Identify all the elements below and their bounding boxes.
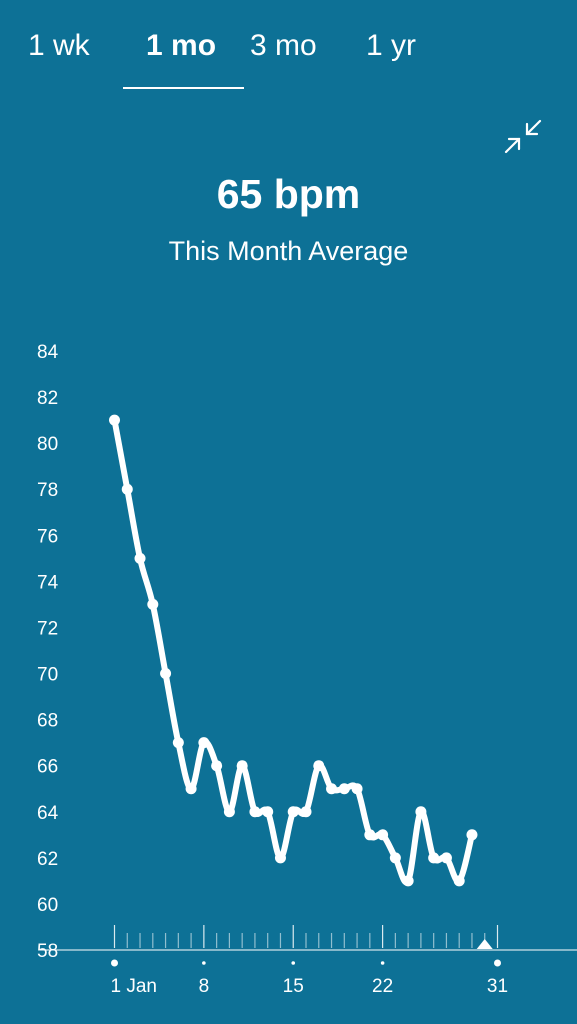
data-point[interactable]	[262, 806, 274, 818]
x-tick-label: 22	[372, 976, 393, 997]
data-point[interactable]	[109, 414, 120, 426]
period-tabs: 1 wk 1 mo 3 mo 1 yr	[0, 0, 577, 95]
x-tick-dot	[380, 961, 385, 965]
y-tick-label: 78	[37, 480, 58, 501]
x-tick-label: 8	[199, 976, 210, 997]
average-value: 65 bpm	[216, 171, 361, 217]
tab-1-week[interactable]: 1 wk	[28, 29, 90, 62]
data-point[interactable]	[160, 668, 172, 680]
data-point[interactable]	[428, 852, 440, 864]
x-tick-label: 1 Jan	[111, 976, 157, 997]
data-point[interactable]	[147, 598, 159, 610]
data-point[interactable]	[236, 760, 248, 772]
x-tick-label: 15	[283, 976, 304, 997]
selected-day-marker[interactable]	[476, 939, 493, 949]
data-point[interactable]	[287, 806, 299, 818]
data-point[interactable]	[313, 760, 325, 772]
y-tick-label: 66	[37, 757, 58, 778]
data-point[interactable]	[198, 737, 210, 749]
x-tick-dot	[291, 961, 296, 965]
y-tick-label: 82	[37, 388, 58, 409]
data-point[interactable]	[185, 783, 197, 795]
data-point[interactable]	[364, 829, 376, 841]
y-axis: 84 82 80 78 76 74 72 70 68 66 64 62 60 58	[37, 342, 59, 962]
data-point[interactable]	[453, 875, 465, 887]
series-group	[109, 414, 478, 887]
data-point[interactable]	[415, 806, 427, 818]
collapse-arrows-icon	[504, 119, 542, 154]
y-tick-label: 74	[37, 572, 59, 593]
data-point[interactable]	[402, 875, 414, 887]
data-point[interactable]	[351, 783, 363, 795]
data-point[interactable]	[172, 737, 184, 749]
y-tick-label: 70	[37, 665, 58, 686]
data-point[interactable]	[249, 806, 261, 818]
data-point[interactable]	[223, 806, 235, 818]
data-point[interactable]	[466, 829, 478, 841]
x-axis: 1 Jan 8 15 22 31	[40, 925, 577, 997]
y-tick-label: 84	[37, 342, 59, 363]
data-point[interactable]	[338, 783, 350, 795]
heart-rate-chart: 84 82 80 78 76 74 72 70 68 66 64 62 60 58 1 Jan 8 15 22 3…	[37, 342, 577, 997]
x-tick-label: 31	[487, 976, 508, 997]
collapse-button[interactable]	[502, 117, 544, 157]
tab-3-months[interactable]: 3 mo	[250, 29, 317, 62]
y-tick-label: 58	[37, 941, 58, 962]
data-point[interactable]	[274, 852, 286, 864]
y-tick-label: 80	[37, 434, 58, 455]
data-point[interactable]	[121, 483, 133, 495]
y-tick-label: 64	[37, 803, 59, 824]
y-tick-label: 62	[37, 849, 58, 870]
y-tick-label: 76	[37, 526, 58, 547]
x-tick-dot	[494, 959, 501, 967]
y-tick-label: 72	[37, 618, 58, 639]
x-tick-dot	[111, 959, 118, 967]
data-point[interactable]	[389, 852, 401, 864]
average-label: This Month Average	[168, 236, 409, 266]
data-point[interactable]	[211, 760, 223, 772]
data-point[interactable]	[440, 852, 452, 864]
data-point[interactable]	[134, 552, 146, 564]
tab-1-year[interactable]: 1 yr	[366, 29, 417, 62]
data-point[interactable]	[377, 829, 389, 841]
y-tick-label: 68	[37, 711, 58, 732]
data-point[interactable]	[300, 806, 312, 818]
x-tick-dot	[202, 961, 206, 965]
active-tab-indicator	[123, 87, 244, 89]
tab-1-month[interactable]: 1 mo	[146, 29, 217, 62]
y-tick-label: 60	[37, 895, 58, 916]
data-point[interactable]	[326, 783, 338, 795]
